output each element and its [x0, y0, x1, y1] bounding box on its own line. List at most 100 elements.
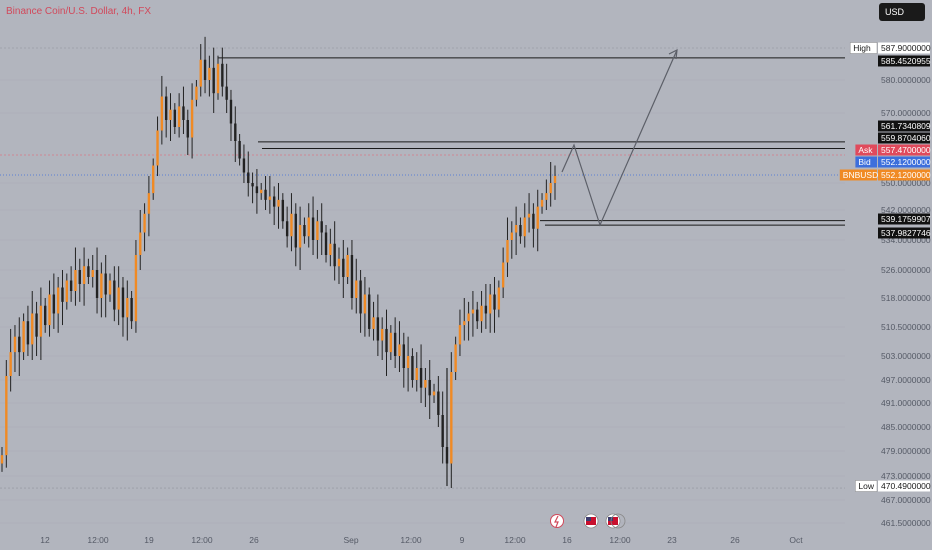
candle-up: [0, 455, 4, 464]
candle-up: [415, 368, 418, 380]
candle-down: [203, 59, 207, 80]
time-axis[interactable]: 12 12:00 19 12:00 26 Sep 12:00 9 12:00 16 12:00 23 2…: [40, 535, 803, 545]
candle-up: [39, 305, 43, 337]
candle-up: [372, 317, 375, 329]
candle-up: [22, 321, 25, 353]
projection-path: [561, 48, 678, 227]
price-tick-label: 550.0000000: [881, 178, 931, 188]
candle-up: [424, 380, 427, 388]
candle-down: [186, 120, 189, 138]
candle-up: [316, 221, 319, 240]
candle-down: [311, 217, 315, 240]
price-tick-label: 510.5000000: [881, 322, 931, 332]
candle-up: [510, 232, 513, 240]
candle-down: [242, 158, 246, 173]
candle-down: [385, 328, 388, 353]
price-tick-label: 503.0000000: [881, 351, 931, 361]
arrow-head: [668, 48, 678, 60]
candle-up: [147, 193, 151, 214]
candle-up: [48, 294, 51, 326]
price-label-text: 537.9827746: [881, 228, 931, 238]
candle-down: [164, 96, 168, 120]
candle-up: [108, 280, 112, 295]
price-tag-bg: [855, 156, 877, 168]
candle-down: [87, 266, 90, 277]
candle-down: [26, 321, 30, 345]
candle-up: [307, 217, 310, 237]
candle-down: [428, 380, 431, 396]
candle-up: [337, 258, 341, 267]
candle-up: [501, 262, 505, 288]
price-label-text: 559.8704060: [881, 133, 931, 143]
price-label-text: 561.7340809: [881, 121, 931, 131]
time-tick-label: Oct: [789, 535, 803, 545]
candle-up: [290, 213, 293, 237]
price-tag-bg: [855, 480, 878, 492]
candle-down: [18, 336, 21, 353]
candle-down: [493, 294, 496, 310]
candle-up: [156, 130, 159, 166]
candle-up: [216, 63, 220, 94]
candle-down: [52, 294, 56, 314]
price-tick-label: 526.0000000: [881, 265, 931, 275]
price-tick-label: 542.0000000: [881, 205, 931, 215]
candle-up: [13, 336, 17, 353]
candle-up: [363, 294, 367, 314]
candle-up: [450, 372, 453, 464]
price-tag-bg: [849, 42, 878, 54]
candle-down: [212, 67, 215, 94]
candle-up: [536, 206, 539, 229]
price-label-text: 552.1200000: [881, 170, 931, 180]
candle-down: [376, 317, 380, 341]
candle-up: [208, 67, 211, 80]
candle-down: [294, 213, 297, 248]
time-tick-label: 12:00: [400, 535, 422, 545]
candle-down: [281, 199, 285, 222]
price-tick-label: 467.0000000: [881, 495, 931, 505]
time-tick-label: 12:00: [191, 535, 213, 545]
candle-up: [355, 280, 358, 298]
candle-up: [100, 273, 103, 298]
time-tick-label: 19: [144, 535, 154, 545]
candle-down: [35, 313, 38, 337]
event-markers[interactable]: [550, 513, 626, 529]
candle-down: [69, 280, 73, 291]
candle-up: [406, 356, 410, 368]
candle-up: [190, 99, 194, 138]
time-tick-label: 26: [730, 535, 740, 545]
candle-up: [553, 176, 557, 183]
price-tag-text: Low: [858, 481, 874, 491]
candle-down: [225, 86, 228, 100]
candle-up: [398, 344, 401, 356]
candle-up: [134, 255, 138, 322]
candle-down: [303, 225, 306, 237]
flash-icon[interactable]: [550, 514, 564, 528]
candle-up: [458, 325, 462, 345]
time-tick-label: 12: [40, 535, 50, 545]
candle-up: [91, 270, 94, 277]
candle-down: [484, 305, 488, 314]
time-tick-label: 12:00: [87, 535, 109, 545]
price-tag-text: Bid: [858, 157, 871, 167]
price-axis[interactable]: 580.0000000 570.0000000 550.0000000 542.000…: [881, 75, 931, 528]
currency-button[interactable]: USD: [879, 3, 925, 21]
time-tick-label: 12:00: [504, 535, 526, 545]
price-tick-label: 491.0000000: [881, 398, 931, 408]
candle-up: [389, 332, 393, 353]
candle-down: [238, 141, 241, 159]
candle-up: [329, 243, 332, 255]
price-tag-text: Ask: [858, 145, 873, 155]
candle-down: [402, 344, 405, 368]
us-flag-icon-stacked: [610, 513, 626, 529]
candle-up: [545, 193, 548, 200]
candle-down: [437, 391, 440, 415]
price-tick-label: 497.0000000: [881, 375, 931, 385]
time-tick-label: 23: [667, 535, 677, 545]
candle-up: [471, 309, 475, 314]
candle-down: [285, 221, 289, 237]
price-tick-label: 570.0000000: [881, 108, 931, 118]
candle-down: [95, 270, 99, 298]
candle-up: [31, 313, 34, 345]
candle-down: [441, 415, 444, 447]
